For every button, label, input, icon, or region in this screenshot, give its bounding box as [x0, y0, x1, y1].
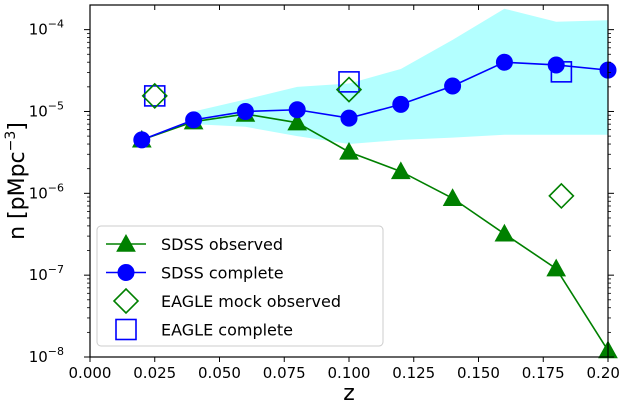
y-tick-label-exponent: −7: [48, 263, 64, 276]
legend-label: SDSS observed: [161, 235, 283, 254]
circle-marker: [496, 54, 512, 70]
triangle-marker: [444, 189, 462, 205]
circle-marker: [341, 110, 357, 126]
x-tick-label: 0.125: [392, 364, 435, 382]
y-tick-label-exponent: −4: [48, 18, 64, 31]
y-axis-label: n [pMpc−3]: [3, 122, 30, 240]
x-tick-label: 0.025: [133, 364, 176, 382]
x-tick-label: 0.150: [457, 364, 500, 382]
y-tick-label-exponent: −8: [48, 345, 64, 358]
x-axis-label: z: [343, 381, 355, 405]
y-tick-label-exponent: −6: [48, 181, 64, 194]
y-tick-label-base: 10: [29, 348, 48, 366]
x-tick-label: 0.100: [328, 364, 371, 382]
diamond-marker: [549, 184, 573, 208]
triangle-marker: [392, 162, 410, 178]
legend: SDSS observed SDSS complete EAGLE mock obs…: [97, 226, 383, 346]
circle-marker: [289, 102, 305, 118]
y-tick-label: 10−5: [29, 99, 64, 120]
circle-marker: [237, 103, 253, 119]
y-axis-label-main: n [pMpc: [5, 151, 30, 240]
uncertainty-band: [194, 9, 608, 144]
diamond-marker: [143, 84, 167, 108]
legend-label: SDSS complete: [161, 264, 284, 283]
y-tick-label: 10−6: [29, 181, 64, 202]
y-tick-label: 10−4: [29, 18, 64, 39]
y-axis-label-exponent: −3: [3, 131, 19, 152]
y-tick-label-exponent: −5: [48, 99, 64, 112]
y-tick-label-base: 10: [29, 102, 48, 120]
y-axis-label-close: ]: [5, 122, 30, 131]
x-tick-label: 0.000: [69, 364, 112, 382]
triangle-marker: [340, 143, 358, 159]
x-tick-label: 0.200: [587, 364, 620, 382]
x-tick-label: 0.075: [263, 364, 306, 382]
circle-marker: [445, 78, 461, 94]
uncertainty-band-area: [194, 9, 608, 144]
x-tick-label: 0.175: [522, 364, 565, 382]
triangle-marker: [547, 260, 565, 276]
circle-marker: [186, 112, 202, 128]
circle-marker: [393, 96, 409, 112]
y-tick-label: 10−7: [29, 263, 64, 284]
legend-label: EAGLE mock observed: [161, 292, 341, 311]
y-tick-label: 10−8: [29, 345, 64, 366]
square-marker: [145, 86, 165, 106]
legend-label: EAGLE complete: [161, 321, 293, 340]
y-tick-label-base: 10: [29, 21, 48, 39]
triangle-marker: [495, 225, 513, 241]
circle-marker: [134, 132, 150, 148]
y-tick-label-base: 10: [29, 184, 48, 202]
y-tick-label-base: 10: [29, 266, 48, 284]
circle-marker: [118, 265, 134, 281]
x-tick-label: 0.050: [198, 364, 241, 382]
